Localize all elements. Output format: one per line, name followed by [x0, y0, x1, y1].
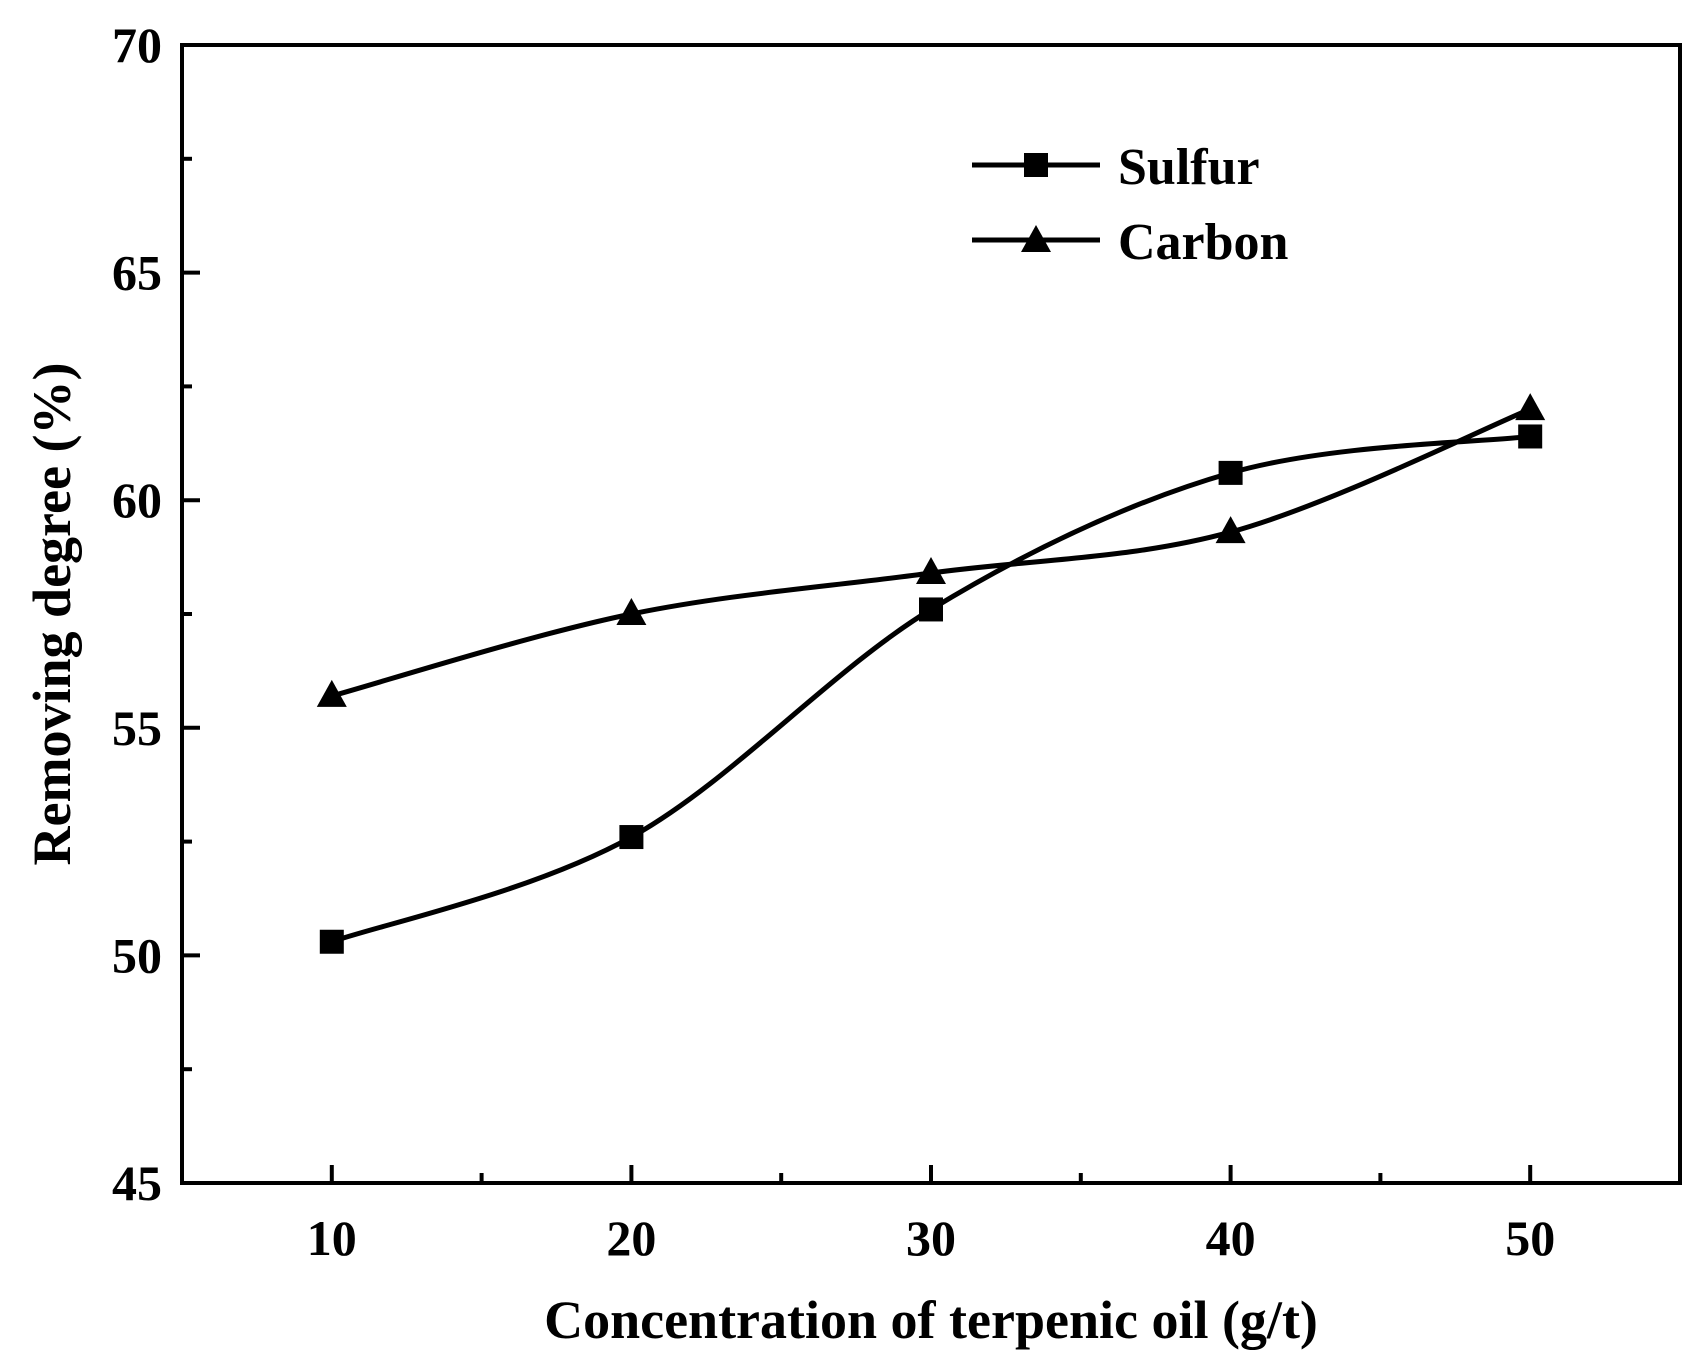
x-tick-label: 40 — [1206, 1210, 1256, 1266]
y-tick-label: 50 — [112, 927, 162, 983]
y-axis-title: Removing degree (%) — [22, 363, 82, 866]
point-carbon — [316, 679, 347, 707]
y-tick-label: 70 — [112, 17, 162, 73]
legend-marker-carbon — [1021, 225, 1051, 252]
y-tick-label: 55 — [112, 700, 162, 756]
x-axis-title: Concentration of terpenic oil (g/t) — [544, 1290, 1318, 1350]
x-tick-label: 50 — [1505, 1210, 1555, 1266]
axis-ticks — [182, 43, 1533, 1185]
legend-label-sulfur: Sulfur — [1118, 139, 1260, 196]
x-tick-labels: 10 20 30 40 50 — [307, 1210, 1555, 1266]
y-tick-label: 65 — [112, 245, 162, 301]
point-sulfur — [919, 597, 943, 622]
point-carbon — [1515, 393, 1546, 421]
point-carbon — [1215, 516, 1246, 544]
point-sulfur — [619, 825, 644, 850]
series-markers — [316, 393, 1546, 954]
y-tick-label: 45 — [112, 1155, 162, 1211]
point-sulfur — [1218, 460, 1243, 485]
x-tick-label: 20 — [606, 1210, 656, 1266]
point-carbon — [616, 598, 647, 625]
point-carbon — [916, 557, 946, 585]
legend: Sulfur Carbon — [972, 139, 1289, 271]
y-tick-labels: 45 50 55 60 65 70 — [112, 17, 162, 1211]
y-tick-label: 60 — [112, 472, 162, 528]
legend-label-carbon: Carbon — [1118, 214, 1289, 271]
legend-marker-sulfur — [1024, 153, 1048, 177]
x-tick-label: 10 — [307, 1210, 357, 1266]
point-sulfur — [1518, 424, 1543, 449]
x-tick-label: 30 — [906, 1210, 956, 1266]
point-sulfur — [319, 929, 344, 954]
